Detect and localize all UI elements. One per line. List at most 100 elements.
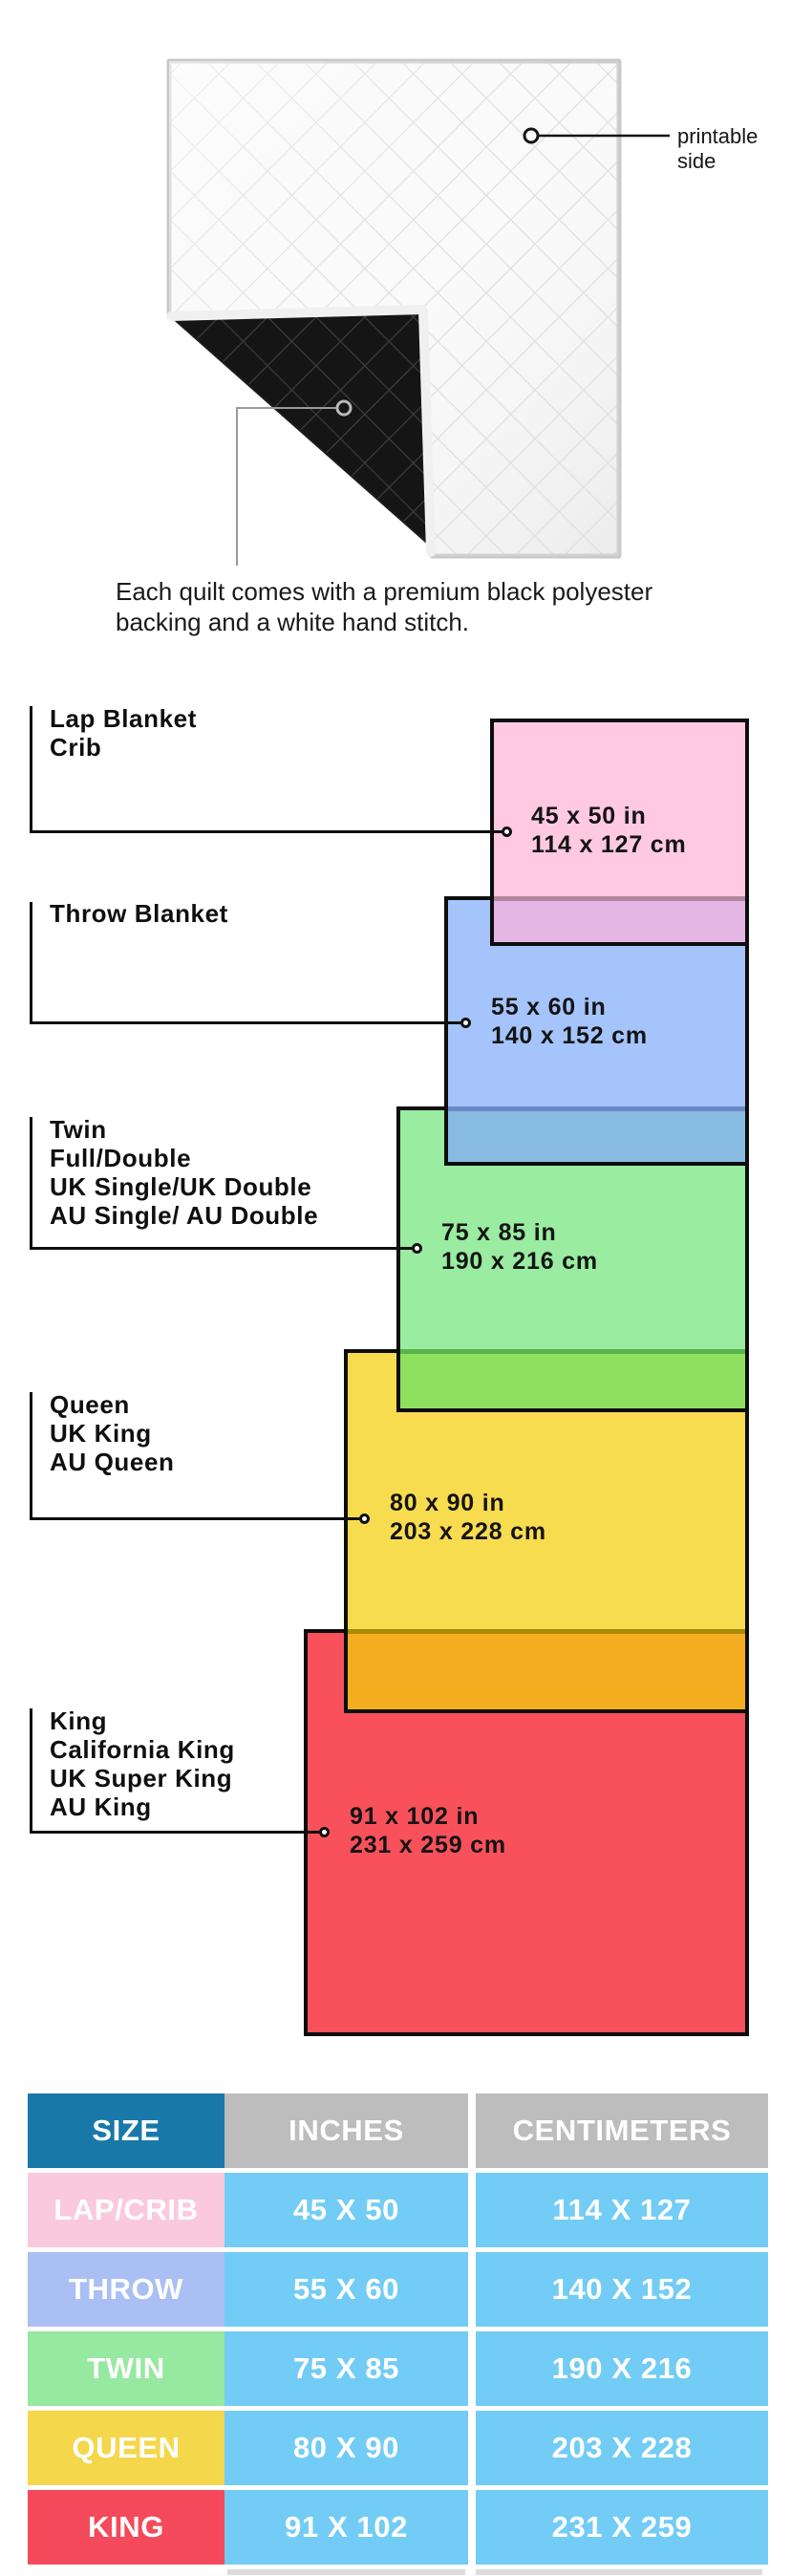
table-cell-size: KING: [28, 2490, 224, 2565]
diagram-label-king-line3: UK Super King: [50, 1764, 233, 1792]
leader-tick-lap: [30, 706, 32, 830]
shadow-spacer: [28, 2569, 224, 2575]
leader-line-lap: [30, 830, 502, 833]
overlap-twin-over-queen: [400, 1349, 745, 1408]
header-gap: [468, 2093, 476, 2168]
table-cell-size: LAP/CRIB: [28, 2173, 224, 2247]
row-gap: [468, 2252, 476, 2327]
fold-edge-binding: [418, 307, 436, 557]
dimensions-lap-line1: 45 x 50 in: [531, 803, 647, 829]
diagram-label-king-line1: King: [50, 1707, 108, 1735]
dimensions-queen-line1: 80 x 90 in: [390, 1490, 505, 1516]
printable-side-annotation: printable side: [523, 124, 758, 173]
dimensions-twin: 75 x 85 in 190 x 216 cm: [441, 1218, 598, 1276]
dimensions-throw-line2: 140 x 152 cm: [491, 1022, 648, 1049]
diagram-label-twin-line4: AU Single/ AU Double: [50, 1201, 319, 1230]
row-gap: [468, 2331, 476, 2406]
printable-side-label-line2: side: [677, 149, 716, 173]
dimensions-lap: 45 x 50 in 114 x 127 cm: [531, 802, 687, 859]
leader-marker-throw: [460, 1018, 471, 1028]
table-cell-size: TWIN: [28, 2331, 224, 2406]
table-shadow-centimeters: [476, 2569, 762, 2575]
quilt-caption: Each quilt comes with a premium black po…: [116, 576, 652, 637]
dimensions-king: 91 x 102 in 231 x 259 cm: [350, 1802, 506, 1859]
diagram-label-twin-line2: Full/Double: [50, 1144, 192, 1172]
leader-tick-throw: [30, 902, 32, 1021]
table-row-throw: THROW 55 X 60 140 X 152: [28, 2252, 768, 2327]
quilt-backing-black: [171, 311, 431, 547]
dimensions-twin-line2: 190 x 216 cm: [441, 1248, 598, 1275]
overlap-lap-over-throw: [494, 896, 745, 942]
leader-marker-queen: [359, 1513, 370, 1524]
row-gap: [468, 2173, 476, 2247]
leader-line-twin: [30, 1247, 412, 1250]
fold-crease-binding: [166, 305, 427, 321]
dimensions-king-line1: 91 x 102 in: [350, 1803, 480, 1830]
leader-marker-twin: [412, 1243, 422, 1254]
diagram-label-twin: Twin Full/Double UK Single/UK Double AU Sin…: [50, 1115, 318, 1230]
quilt-caption-line2: backing and a white hand stitch.: [116, 608, 470, 636]
leader-marker-king: [319, 1827, 330, 1837]
table-cell-centimeters: 190 X 216: [476, 2331, 768, 2406]
diagram-label-king: King California King UK Super King AU King: [50, 1707, 235, 1821]
quilt-illustration: printable side: [166, 58, 758, 566]
header-centimeters: CENTIMETERS: [476, 2093, 768, 2168]
backing-marker: [335, 399, 353, 417]
dimensions-throw: 55 x 60 in 140 x 152 cm: [491, 993, 648, 1050]
dimensions-lap-line2: 114 x 127 cm: [531, 831, 687, 858]
diagram-label-throw: Throw Blanket: [50, 899, 228, 928]
table-header-row: SIZE INCHES CENTIMETERS: [28, 2093, 768, 2168]
diagram-label-king-line2: California King: [50, 1735, 235, 1764]
leader-tick-queen: [30, 1392, 32, 1517]
leader-tick-king: [30, 1708, 32, 1831]
quilt-caption-line1: Each quilt comes with a premium black po…: [116, 577, 653, 606]
row-gap: [468, 2411, 476, 2485]
table-row-king: KING 91 X 102 231 X 259: [28, 2490, 768, 2565]
printable-side-label-line1: printable: [677, 124, 758, 148]
diagram-label-twin-line3: UK Single/UK Double: [50, 1172, 312, 1201]
dimensions-throw-line1: 55 x 60 in: [491, 994, 607, 1020]
header-size: SIZE: [28, 2093, 224, 2168]
diagram-label-queen-line3: AU Queen: [50, 1448, 175, 1476]
leader-line-king: [30, 1831, 319, 1834]
table-row-lap-crib: LAP/CRIB 45 X 50 114 X 127: [28, 2173, 768, 2247]
diagram-label-queen-line2: UK King: [50, 1419, 152, 1448]
table-row-queen: QUEEN 80 X 90 203 X 228: [28, 2411, 768, 2485]
table-cell-inches: 55 X 60: [224, 2252, 468, 2327]
size-table: SIZE INCHES CENTIMETERS LAP/CRIB 45 X 50 114 …: [28, 2093, 768, 2575]
overlap-throw-over-twin: [448, 1106, 745, 1162]
diagram-label-lap: Lap Blanket Crib: [50, 704, 197, 762]
diagram-label-queen-line1: Queen: [50, 1390, 130, 1419]
diagram-label-lap-line1: Lap Blanket: [50, 704, 197, 733]
backing-leader-line: [236, 407, 336, 566]
shadow-gap: [465, 2569, 476, 2575]
header-inches: INCHES: [224, 2093, 468, 2168]
table-cell-size: QUEEN: [28, 2411, 224, 2485]
diagram-label-throw-line1: Throw Blanket: [50, 899, 228, 928]
diagram-label-king-line4: AU King: [50, 1792, 152, 1821]
table-cell-inches: 45 X 50: [224, 2173, 468, 2247]
leader-marker-lap: [502, 826, 512, 837]
diagram-label-twin-line1: Twin: [50, 1115, 107, 1144]
diagram-label-queen: Queen UK King AU Queen: [50, 1390, 174, 1476]
row-gap: [468, 2490, 476, 2565]
table-cell-centimeters: 140 X 152: [476, 2252, 768, 2327]
printable-side-marker: [523, 127, 540, 144]
table-shadow-inches: [227, 2569, 465, 2575]
table-cell-inches: 91 X 102: [224, 2490, 468, 2565]
table-cell-inches: 80 X 90: [224, 2411, 468, 2485]
table-cell-centimeters: 203 X 228: [476, 2411, 768, 2485]
dimensions-twin-line1: 75 x 85 in: [441, 1219, 557, 1246]
dimensions-king-line2: 231 x 259 cm: [350, 1832, 506, 1858]
table-row-twin: TWIN 75 X 85 190 X 216: [28, 2331, 768, 2406]
diagram-label-lap-line2: Crib: [50, 733, 102, 762]
table-shadow-row: [28, 2569, 768, 2575]
table-cell-centimeters: 114 X 127: [476, 2173, 768, 2247]
leader-tick-twin: [30, 1117, 32, 1247]
dimensions-queen: 80 x 90 in 203 x 228 cm: [390, 1489, 546, 1546]
overlap-queen-over-king: [348, 1629, 745, 1709]
table-cell-size: THROW: [28, 2252, 224, 2327]
leader-line-queen: [30, 1517, 359, 1520]
leader-line-throw: [30, 1021, 460, 1024]
